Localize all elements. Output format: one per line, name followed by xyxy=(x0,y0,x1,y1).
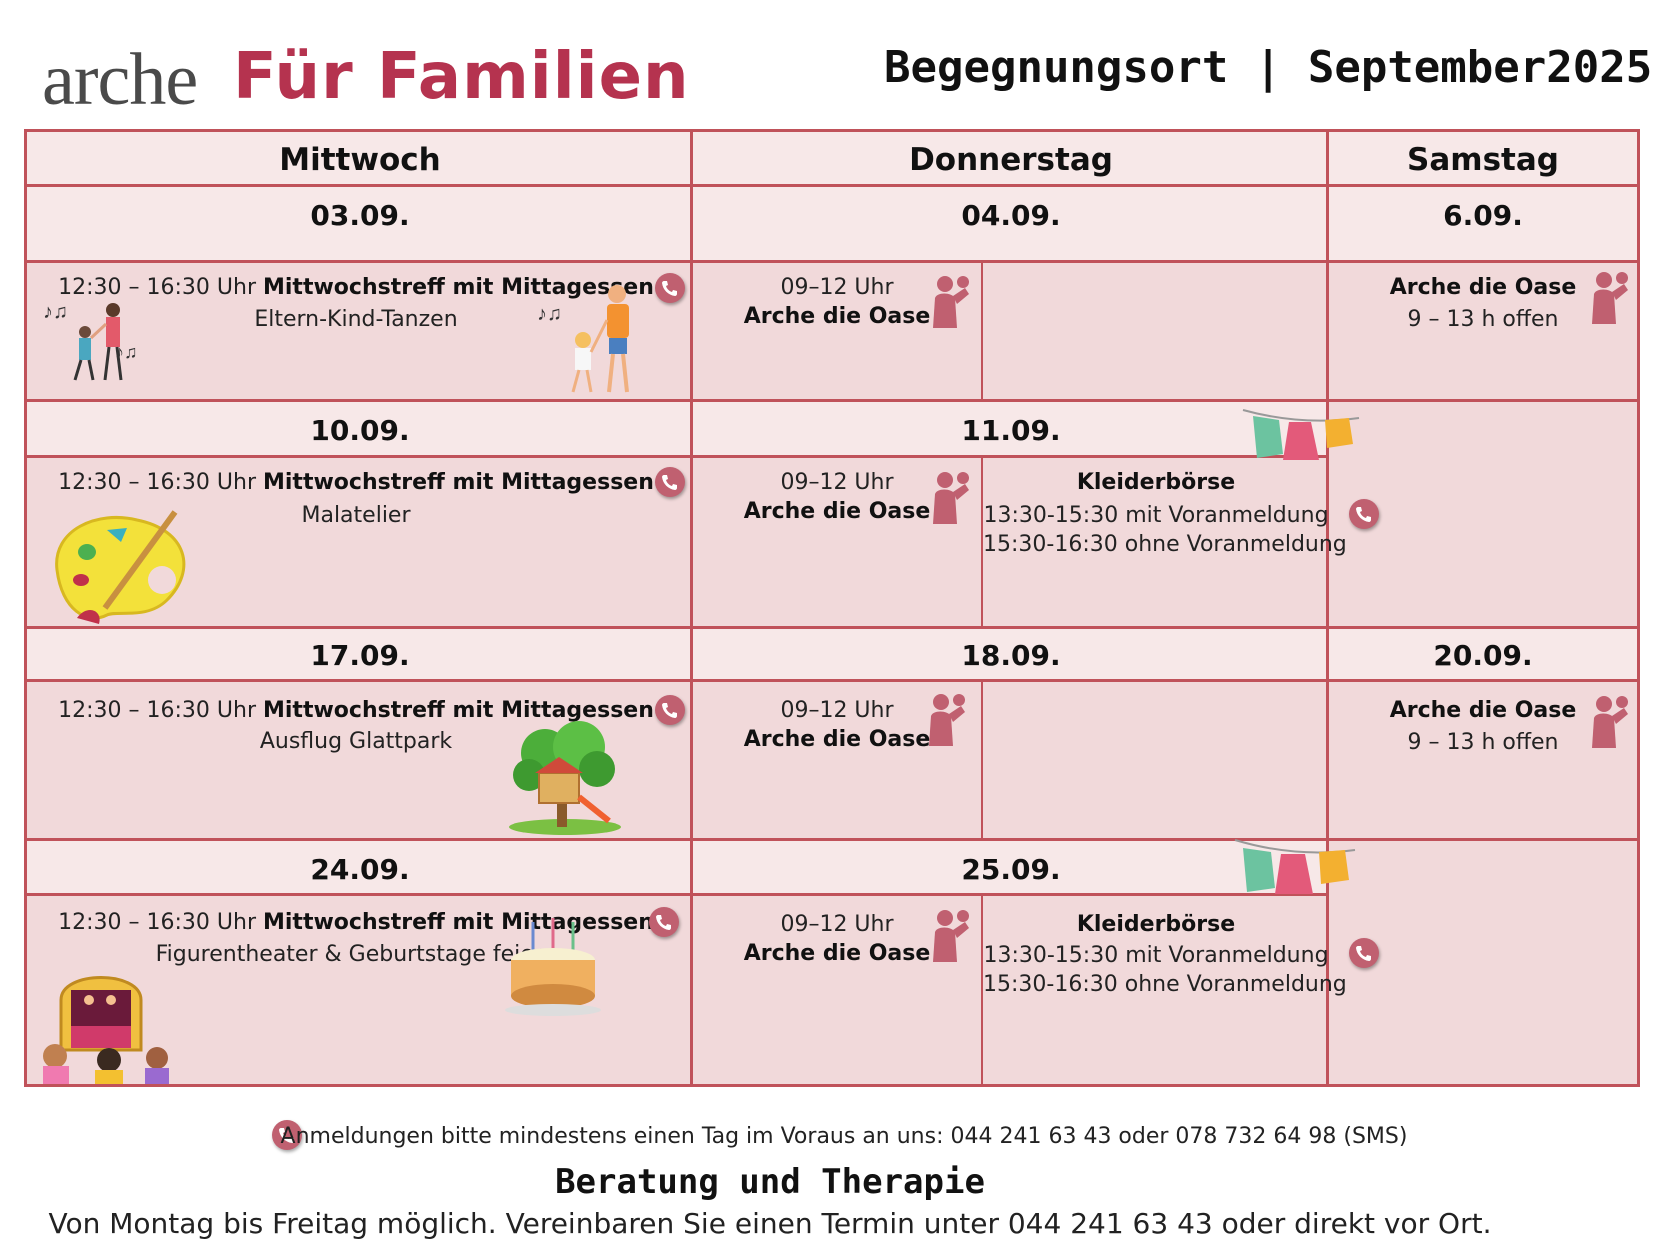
date-cell xyxy=(693,629,1329,682)
cell-divider xyxy=(981,458,983,629)
parent-child-icon xyxy=(929,694,965,746)
event-cell-thursday xyxy=(693,896,1329,1084)
phone-icon xyxy=(649,907,679,937)
sat-hours: 9 – 13 h offen xyxy=(1407,730,1559,755)
date-cell xyxy=(27,402,693,458)
parent-child-icon xyxy=(933,472,969,524)
dancing-family-illustration: ♪♫ ♪♫ xyxy=(43,301,138,381)
thu-time: 09–12 Uhr xyxy=(780,912,894,937)
thu-time: 09–12 Uhr xyxy=(780,275,894,300)
wed-event-subtitle: Figurentheater & Geburtstage feiern xyxy=(155,942,557,967)
cell-divider xyxy=(981,263,983,402)
parent-child-icon xyxy=(933,276,969,328)
date-cell xyxy=(27,629,693,682)
kleiderboerse-line1: 13:30-15:30 mit Voranmeldung xyxy=(983,943,1329,968)
calendar-grid: Mittwoch Donnerstag Samstag 03.09. 04.09… xyxy=(24,129,1640,1087)
paint-palette-illustration xyxy=(55,510,186,624)
wed-event-line: 12:30 – 16:30 Uhr Mittwochstreff mit Mit… xyxy=(58,698,654,723)
header-cell-thursday xyxy=(693,132,1329,187)
kleiderboerse-line2: 15:30-16:30 ohne Voranmeldung xyxy=(983,532,1347,557)
registration-note: Anmeldungen bitte mindestens einen Tag i… xyxy=(280,1124,1408,1149)
date-label: 6.09. xyxy=(1443,199,1523,232)
dancing-family-illustration: ♪♫ xyxy=(537,285,629,393)
thu-place: Arche die Oase xyxy=(743,304,931,329)
event-cell-thursday xyxy=(693,263,1329,402)
date-label: 03.09. xyxy=(310,199,410,232)
kleiderboerse-title: Kleiderbörse xyxy=(1076,912,1236,937)
header-cell-wednesday xyxy=(27,132,693,187)
wed-event-subtitle: Ausflug Glattpark xyxy=(259,729,453,754)
event-cell-thursday xyxy=(693,682,1329,841)
logo-familien: Für Familien xyxy=(233,40,690,114)
date-label: 25.09. xyxy=(961,853,1061,886)
date-label: 04.09. xyxy=(961,199,1061,232)
date-cell xyxy=(1329,187,1637,263)
date-cell xyxy=(27,841,693,896)
wed-event-line: 12:30 – 16:30 Uhr Mittwochstreff mit Mit… xyxy=(58,470,654,495)
date-cell xyxy=(27,187,693,263)
wed-event-line: 12:30 – 16:30 Uhr Mittwochstreff mit Mit… xyxy=(58,910,654,935)
cell-divider xyxy=(981,896,983,1084)
thu-time: 09–12 Uhr xyxy=(780,470,894,495)
svg-text:♪♫: ♪♫ xyxy=(537,303,562,325)
phone-icon xyxy=(1349,938,1379,968)
event-cell-thursday xyxy=(693,458,1329,629)
phone-icon xyxy=(272,1120,302,1150)
date-label: 17.09. xyxy=(310,639,410,672)
svg-text:♪♫: ♪♫ xyxy=(43,301,68,323)
day-label-saturday: Samstag xyxy=(1407,142,1559,178)
kleiderboerse-line2: 15:30-16:30 ohne Voranmeldung xyxy=(983,972,1347,997)
date-cell xyxy=(1329,629,1637,682)
phone-icon xyxy=(655,695,685,725)
phone-icon xyxy=(655,273,685,303)
wed-event-subtitle: Eltern-Kind-Tanzen xyxy=(254,307,458,332)
sat-place: Arche die Oase xyxy=(1389,698,1577,723)
logo-arche: arche xyxy=(42,39,198,121)
parent-child-icon xyxy=(933,910,969,962)
wed-event-subtitle: Malatelier xyxy=(301,503,411,528)
date-cell xyxy=(693,402,1329,458)
birthday-cake-illustration xyxy=(505,918,601,1016)
sat-place: Arche die Oase xyxy=(1389,275,1577,300)
counseling-text: Von Montag bis Freitag möglich. Vereinba… xyxy=(48,1207,1492,1240)
thu-place: Arche die Oase xyxy=(743,499,931,524)
date-label: 11.09. xyxy=(961,414,1061,447)
event-cell-saturday xyxy=(1329,682,1637,841)
header-cell-saturday xyxy=(1329,132,1637,187)
date-label: 24.09. xyxy=(310,853,410,886)
day-label-wednesday: Mittwoch xyxy=(279,142,441,178)
playground-tree-illustration xyxy=(509,721,621,835)
date-cell xyxy=(693,187,1329,263)
phone-icon xyxy=(1349,499,1379,529)
thu-place: Arche die Oase xyxy=(743,727,931,752)
date-cell xyxy=(693,841,1329,896)
thu-place: Arche die Oase xyxy=(743,941,931,966)
clothesline-illustration xyxy=(1242,409,1360,460)
cell-divider xyxy=(981,682,983,841)
event-cell-saturday-empty xyxy=(1329,841,1637,1084)
event-cell-saturday-empty xyxy=(1329,402,1637,629)
date-label: 18.09. xyxy=(961,639,1061,672)
date-label: 20.09. xyxy=(1433,639,1533,672)
page-header: arche Für Familien Begegnungsort | Septe… xyxy=(0,0,1667,125)
day-label-thursday: Donnerstag xyxy=(909,142,1113,178)
event-cell-saturday xyxy=(1329,263,1637,402)
thu-time: 09–12 Uhr xyxy=(780,698,894,723)
counseling-title: Beratung und Therapie xyxy=(555,1162,985,1202)
kleiderboerse-title: Kleiderbörse xyxy=(1076,470,1236,495)
phone-icon xyxy=(655,467,685,497)
parent-child-icon xyxy=(1592,696,1628,748)
puppet-theater-illustration xyxy=(43,976,169,1084)
event-cell-wednesday xyxy=(27,682,693,841)
kleiderboerse-line1: 13:30-15:30 mit Voranmeldung xyxy=(983,503,1329,528)
wed-event-line: 12:30 – 16:30 Uhr Mittwochstreff mit Mit… xyxy=(58,275,654,300)
sat-hours: 9 – 13 h offen xyxy=(1407,307,1559,332)
svg-text:♪♫: ♪♫ xyxy=(115,342,138,362)
parent-child-icon xyxy=(1592,272,1628,324)
date-label: 10.09. xyxy=(310,414,410,447)
document-title: Begegnungsort | September2025 xyxy=(884,42,1653,93)
clothesline-illustration xyxy=(1234,839,1356,894)
